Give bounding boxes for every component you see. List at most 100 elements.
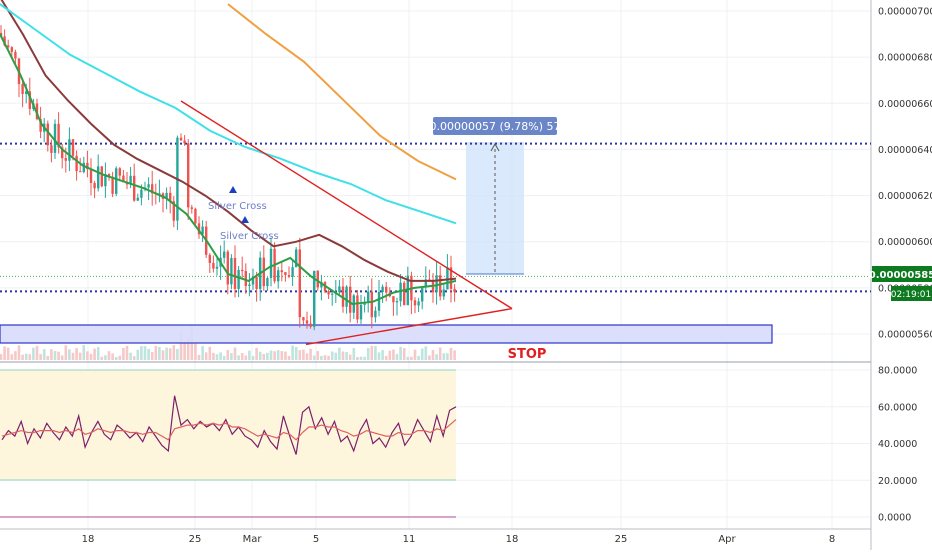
volume-bar xyxy=(273,351,276,360)
volume-bar xyxy=(39,354,42,360)
candle-body xyxy=(71,139,75,156)
candle-body xyxy=(338,286,341,293)
volume-bar xyxy=(10,354,14,360)
candle-body xyxy=(14,51,17,59)
time-tick-label: 8 xyxy=(829,534,835,545)
volume-bar xyxy=(428,355,431,360)
price-tick-label: 0.00000660 xyxy=(878,99,932,110)
volume-bar xyxy=(356,356,359,360)
volume-bar xyxy=(258,351,262,360)
volume-bar xyxy=(96,347,100,360)
osc-tick-label: 0.0000 xyxy=(878,513,911,524)
volume-bar xyxy=(197,354,201,360)
candle-body xyxy=(68,139,71,161)
time-tick-label: Apr xyxy=(718,534,736,545)
stop-label: STOP xyxy=(508,347,547,362)
volume-bar xyxy=(330,351,334,360)
candle-body xyxy=(197,223,201,235)
candle-body xyxy=(435,275,438,293)
volume-bar xyxy=(280,351,284,360)
volume-bar xyxy=(100,356,104,360)
volume-bar xyxy=(338,347,341,360)
volume-bar xyxy=(230,353,233,360)
last-price-label: 0.00000585 xyxy=(869,270,932,281)
candle-body xyxy=(305,320,309,324)
volume-bar xyxy=(294,346,298,360)
volume-bar xyxy=(233,347,237,360)
volume-bar xyxy=(222,355,226,360)
candle-body xyxy=(266,277,269,287)
volume-bar xyxy=(420,348,424,360)
volume-bar xyxy=(107,351,111,360)
candle-body xyxy=(241,269,244,272)
volume-bar xyxy=(24,353,28,360)
volume-bar xyxy=(201,346,204,360)
candle-body xyxy=(10,47,13,52)
volume-bar xyxy=(136,349,140,360)
volume-bar xyxy=(435,354,438,360)
volume-bar xyxy=(374,346,377,360)
candle-body xyxy=(230,257,233,285)
volume-bar xyxy=(172,345,176,360)
volume-bar xyxy=(140,346,143,360)
candle-body xyxy=(298,249,301,318)
silver-cross-marker-2 xyxy=(241,216,249,223)
countdown-label: 02:19:01 xyxy=(891,290,931,300)
volume-bar xyxy=(143,346,147,360)
moving-average-line xyxy=(227,3,457,181)
candle-body xyxy=(201,226,204,235)
candle-body xyxy=(172,201,175,221)
volume-bar xyxy=(114,356,118,360)
volume-bar xyxy=(3,346,6,360)
candle-body xyxy=(237,269,240,289)
moving-average-line xyxy=(0,3,457,225)
volume-bar xyxy=(248,350,251,360)
volume-bar xyxy=(363,356,366,360)
volume-bar xyxy=(82,345,86,360)
last-price-badge xyxy=(872,266,932,282)
volume-bar xyxy=(384,355,388,360)
candle-body xyxy=(309,323,312,327)
candle-body xyxy=(57,123,60,148)
volume-bar xyxy=(183,342,186,360)
candle-body xyxy=(53,123,57,153)
volume-bar xyxy=(179,330,183,360)
volume-bar xyxy=(215,354,219,360)
volume-bar xyxy=(381,350,384,360)
candle-body xyxy=(133,175,136,201)
time-tick-label: 18 xyxy=(506,534,519,545)
candle-body xyxy=(61,147,64,159)
candle-body xyxy=(349,286,352,313)
volume-bar xyxy=(6,347,10,360)
time-tick-label: 25 xyxy=(615,534,628,545)
price-tick-label: 0.00000560 xyxy=(878,330,932,341)
candle-body xyxy=(190,207,193,209)
candle-body xyxy=(421,287,424,302)
volume-bar xyxy=(402,348,406,360)
volume-bar xyxy=(237,355,240,360)
candle-body xyxy=(244,271,247,287)
volume-bar xyxy=(212,352,215,360)
candle-body xyxy=(136,197,139,201)
volume-bar xyxy=(86,351,89,360)
volume-bar xyxy=(302,349,305,360)
volume-bar xyxy=(161,350,165,360)
time-ticks: 18 25 Mar 5 11 18 25 Apr 8 xyxy=(82,534,836,545)
candle-body xyxy=(295,249,298,268)
volume-bar xyxy=(64,345,68,360)
candle-body xyxy=(82,162,85,173)
candle-body xyxy=(255,277,258,289)
volume-bar xyxy=(262,354,266,360)
triangle-upper-line xyxy=(180,100,513,310)
candle-body xyxy=(302,317,305,321)
volume-bar xyxy=(118,355,122,360)
volume-bar xyxy=(359,356,363,360)
volume-bar xyxy=(168,348,172,360)
candle-body xyxy=(359,304,363,320)
candle-body xyxy=(233,257,237,289)
osc-tick-label: 80.0000 xyxy=(878,366,917,377)
candle-body xyxy=(385,286,388,293)
measure-label: 0.00000057 (9.78%) 57 xyxy=(429,120,560,133)
volume-bar xyxy=(35,345,39,360)
